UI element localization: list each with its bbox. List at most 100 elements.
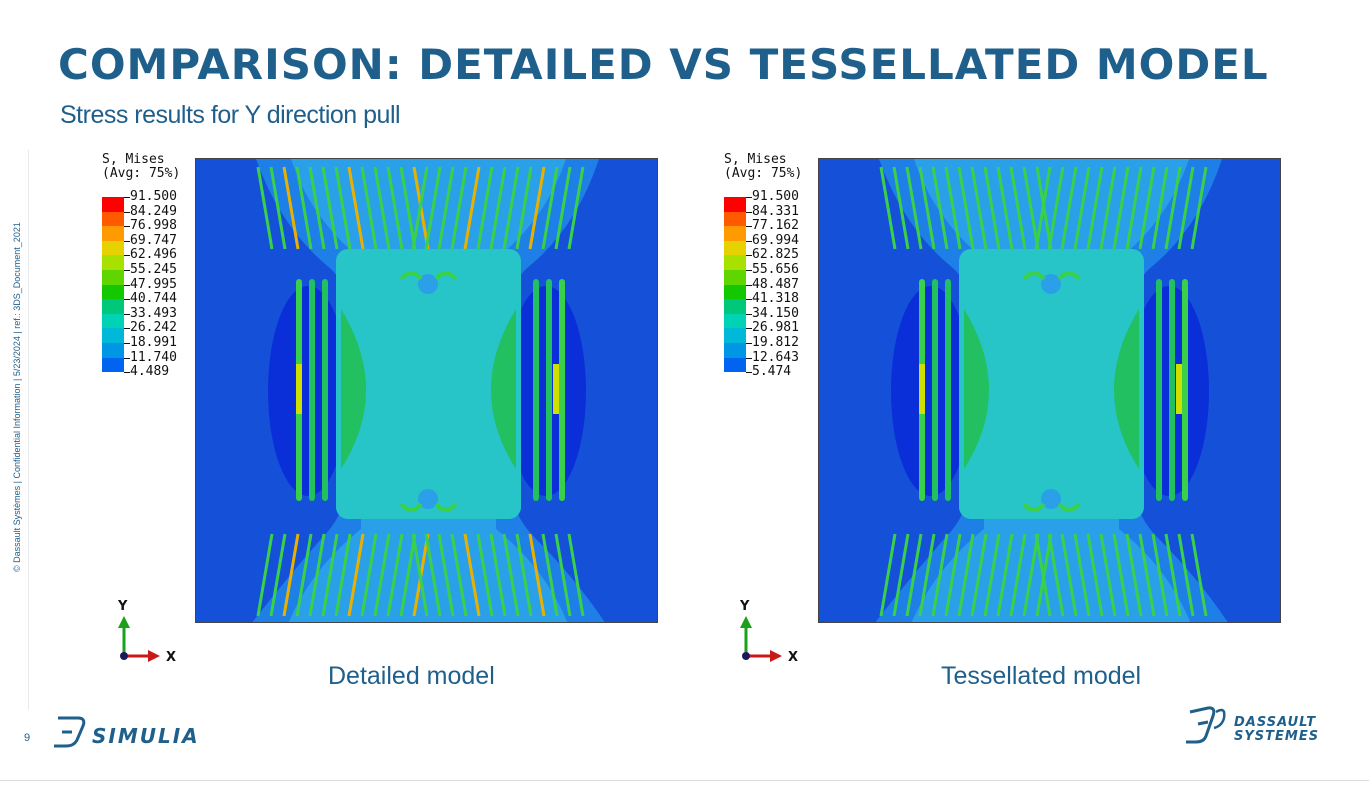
bottom-trace [282, 533, 300, 617]
top-trace [1138, 166, 1156, 250]
legend-swatch [102, 255, 124, 270]
legend-tick [124, 372, 130, 374]
bottom-trace [996, 533, 1014, 617]
left-rail [322, 279, 328, 501]
top-trace [282, 166, 300, 250]
legend-value: 34.150 [752, 305, 799, 321]
legend-value: 69.747 [130, 232, 177, 248]
legend-swatch [724, 299, 746, 314]
bottom-trace [347, 533, 365, 617]
legend-value: 55.656 [752, 262, 799, 277]
bottom-trace [334, 533, 352, 617]
bottom-trace [502, 533, 520, 617]
bottom-trace [1112, 533, 1130, 617]
footer-rule [0, 780, 1369, 781]
legend-swatch [724, 211, 746, 227]
top-trace [541, 166, 559, 250]
legend-detailed: S, Mises (Avg: 75%) 91.500 84.249 76.998 69… [102, 153, 181, 379]
top-trace [554, 166, 572, 250]
top-trace [386, 166, 404, 250]
die-hole-ring [1022, 271, 1081, 281]
bottom-trace [541, 533, 559, 617]
top-trace [437, 166, 455, 250]
top-trace [463, 166, 481, 250]
dassault-wordmark-line1: DASSAULT [1234, 715, 1316, 730]
bottom-trace [1009, 533, 1027, 617]
legend-tick [746, 284, 752, 286]
legend-value: 77.162 [752, 218, 799, 234]
die-hole [1041, 489, 1061, 509]
top-trace [1009, 166, 1027, 250]
contour-plot [819, 159, 1280, 622]
top-trace [1073, 166, 1091, 250]
dassault-wordmark-line2: SYSTEMES [1234, 729, 1319, 744]
legend-swatch [724, 313, 746, 329]
legend-swatch [102, 342, 124, 358]
top-trace [1022, 166, 1040, 250]
die-hole-ring [399, 271, 458, 281]
legend-swatch [102, 240, 124, 256]
legend-tick [124, 197, 130, 198]
bottom-trace [269, 533, 287, 617]
top-trace [360, 166, 378, 250]
top-trace [489, 166, 507, 250]
left-rail [945, 279, 951, 501]
legend-tick [124, 240, 130, 242]
bottom-trace [554, 533, 572, 617]
legend-value: 48.487 [752, 276, 799, 292]
legend-tick [746, 211, 752, 213]
top-trace [1060, 166, 1078, 250]
axis-triad-tessellated: Y X [732, 596, 812, 673]
top-trace [957, 166, 975, 250]
axis-x-label: X [788, 650, 798, 665]
legend-value: 40.744 [130, 291, 177, 307]
legend-value: 91.500 [752, 189, 799, 204]
top-trace [905, 166, 923, 250]
bottom-trace [944, 533, 962, 617]
legend-colorbar [102, 197, 124, 373]
die-hole [418, 274, 438, 294]
bottom-trace [295, 533, 313, 617]
legend-subtitle: (Avg: 75%) [724, 166, 803, 181]
legend-value: 12.643 [752, 349, 799, 365]
axis-triad-icon: Y X [739, 599, 798, 665]
bottom-trace [892, 533, 910, 617]
bottom-trace [957, 533, 975, 617]
bottom-trace [489, 533, 507, 617]
die-hole-ring [399, 502, 458, 512]
bottom-trace [905, 533, 923, 617]
bottom-trace [308, 533, 326, 617]
legend-tick [746, 313, 752, 315]
left-hotspot [919, 364, 925, 414]
bottom-trace [373, 533, 391, 617]
legend-tick [746, 357, 752, 359]
legend-swatch [102, 299, 124, 314]
bottom-trace [321, 533, 339, 617]
legend-swatch [102, 313, 124, 329]
simulia-logo-icon: SIMULIA [54, 716, 198, 748]
legend-swatch [102, 226, 124, 241]
legend-tick [124, 343, 130, 344]
bottom-trace [918, 533, 936, 617]
legend-value: 76.998 [130, 218, 177, 234]
bottom-trace [931, 533, 949, 617]
right-rail [1156, 279, 1162, 501]
caption-detailed: Detailed model [328, 662, 495, 690]
dassault-logo: DASSAULT SYSTEMES [1186, 702, 1336, 753]
side-rule [28, 150, 29, 710]
legend-swatch [724, 240, 746, 256]
legend-subtitle: (Avg: 75%) [102, 166, 181, 181]
bottom-trace [399, 533, 417, 617]
legend-tick [124, 255, 130, 257]
bottom-trace [256, 533, 274, 617]
legend-swatch [724, 269, 746, 285]
top-trace [1099, 166, 1117, 250]
legend-value: 41.318 [752, 291, 799, 307]
top-trace [1177, 166, 1195, 250]
right-hotspot [1176, 364, 1182, 414]
legend-swatch [724, 255, 746, 270]
legend-swatch [102, 211, 124, 227]
bottom-trace [1138, 533, 1156, 617]
left-rail [932, 279, 938, 501]
